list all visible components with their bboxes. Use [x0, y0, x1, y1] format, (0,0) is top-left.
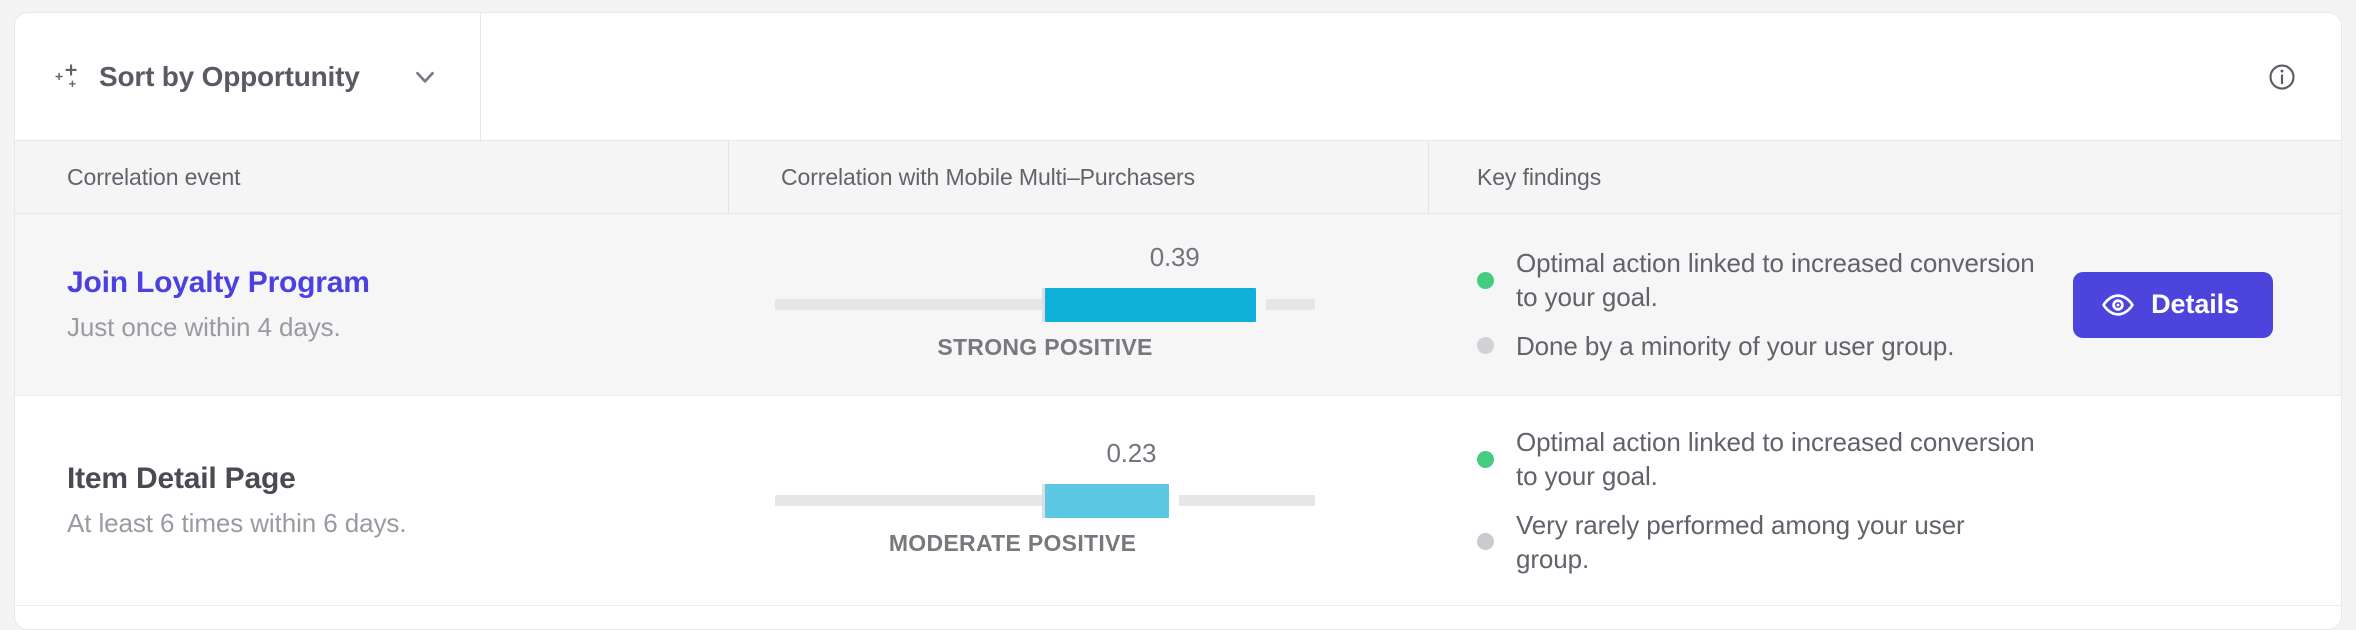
cell-correlation-event: Join Loyalty Program Just once within 4 … — [15, 214, 729, 395]
event-title: Item Detail Page — [67, 461, 296, 495]
status-dot-neutral — [1477, 533, 1494, 551]
table-row-partial[interactable] — [15, 606, 2341, 629]
finding-text: Optimal action linked to increased conve… — [1516, 248, 2035, 313]
finding-item: Optimal action linked to increased conve… — [1477, 425, 2037, 494]
table-header-row: Correlation event Correlation with Mobil… — [15, 141, 2341, 214]
cell-key-findings: Optimal action linked to increased conve… — [1429, 214, 2341, 395]
cell-key-findings: Optimal action linked to increased conve… — [1429, 396, 2341, 605]
finding-text: Optimal action linked to increased conve… — [1516, 426, 2035, 492]
gauge-fill — [1045, 287, 1256, 322]
gauge-value-label: 0.23 — [1106, 437, 1157, 468]
event-subtitle: At least 6 times within 6 days. — [67, 508, 407, 539]
table-row[interactable]: Join Loyalty Program Just once within 4 … — [15, 214, 2341, 396]
gauge-caption: STRONG POSITIVE — [937, 333, 1153, 360]
details-button-label: Details — [2151, 289, 2239, 319]
details-button[interactable]: Details — [2073, 271, 2273, 338]
finding-item: Optimal action linked to increased conve… — [1477, 246, 2037, 315]
finding-text: Very rarely performed among your user gr… — [1516, 509, 1965, 574]
status-dot-positive — [1477, 450, 1494, 468]
info-circle-icon — [2269, 63, 2295, 90]
event-title-link[interactable]: Join Loyalty Program — [67, 265, 370, 299]
cell-correlation-gauge: 0.39 STRONG POSITIVE — [729, 214, 1429, 395]
gauge-fill — [1045, 483, 1170, 518]
status-dot-positive — [1477, 271, 1494, 289]
eye-icon — [2102, 293, 2134, 316]
gauge-fill-gap — [1169, 483, 1180, 518]
findings-list: Optimal action linked to increased conve… — [1477, 246, 2037, 363]
finding-text: Done by a minority of your user group. — [1516, 330, 1955, 361]
sort-dropdown-label: Sort by Opportunity — [99, 60, 360, 92]
chevron-down-icon — [415, 71, 434, 83]
sparkle-icon — [55, 64, 77, 87]
sort-by-opportunity-dropdown[interactable]: Sort by Opportunity — [15, 13, 481, 140]
toolbar-spacer — [481, 13, 2267, 140]
event-subtitle: Just once within 4 days. — [67, 312, 341, 343]
column-header-correlation-with-segment: Correlation with Mobile Multi–Purchasers — [729, 141, 1429, 213]
card-toolbar: Sort by Opportunity — [15, 13, 2341, 141]
gauge-track-wrap — [775, 287, 1315, 322]
gauge-value-label: 0.39 — [1149, 241, 1200, 272]
column-header-key-findings: Key findings — [1477, 163, 1602, 190]
correlation-gauge: 0.39 STRONG POSITIVE — [775, 242, 1315, 360]
gauge-track-wrap — [775, 483, 1315, 518]
gauge-center-tick — [1042, 483, 1046, 518]
correlation-gauge: 0.23 MODERATE POSITIVE — [775, 438, 1315, 556]
gauge-caption: MODERATE POSITIVE — [888, 529, 1137, 556]
table-row[interactable]: Item Detail Page At least 6 times within… — [15, 396, 2341, 606]
correlation-table: Correlation event Correlation with Mobil… — [15, 141, 2341, 629]
correlation-card: Sort by Opportunity Correlation event Co… — [14, 12, 2342, 630]
gauge-fill-gap — [1255, 287, 1266, 322]
cell-correlation-gauge: 0.23 MODERATE POSITIVE — [729, 396, 1429, 605]
info-button[interactable] — [2267, 13, 2341, 140]
cell-correlation-event: Item Detail Page At least 6 times within… — [15, 396, 729, 605]
findings-list: Optimal action linked to increased conve… — [1477, 425, 2037, 576]
status-dot-neutral — [1477, 337, 1494, 355]
column-header-correlation-event: Correlation event — [15, 141, 729, 213]
finding-item: Very rarely performed among your user gr… — [1477, 508, 2037, 577]
gauge-center-tick — [1042, 287, 1046, 322]
finding-item: Done by a minority of your user group. — [1477, 329, 2037, 363]
